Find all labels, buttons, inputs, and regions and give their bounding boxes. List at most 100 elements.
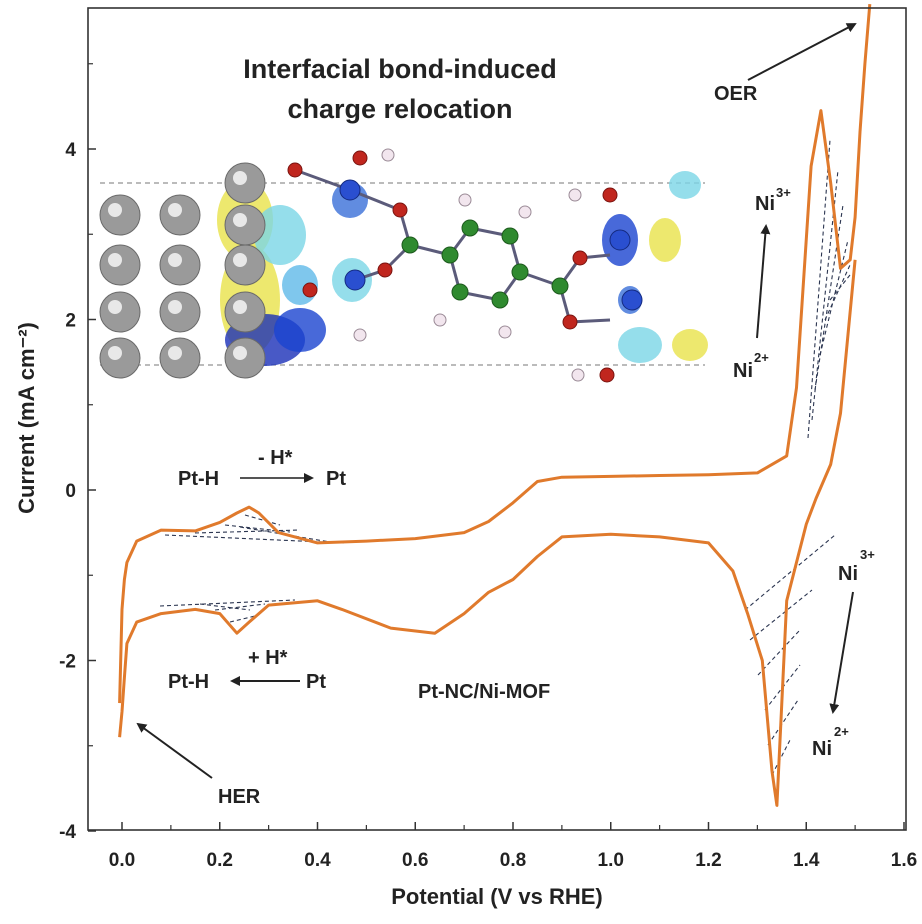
hydrogen-atom: [571, 368, 585, 382]
charge-density-blob: [254, 205, 306, 265]
x-tick-label: 0.6: [402, 850, 428, 871]
x-tick-label: 1.4: [793, 850, 820, 871]
charge-density-blob: [669, 171, 701, 199]
ni-oxidation-hatch: [824, 264, 851, 321]
carbon-atom: [441, 246, 459, 264]
oxygen-atom: [572, 250, 588, 266]
desorption-label: - H*: [258, 447, 293, 469]
y-tick-label: 4: [65, 140, 76, 161]
carbon-atom: [501, 227, 519, 245]
y-tick-label: -4: [59, 822, 76, 843]
x-tick-label: 0.2: [207, 850, 233, 871]
x-tick-label: 0.8: [500, 850, 526, 871]
annotation-arrows: [136, 23, 857, 779]
y-axis-title: Current (mA cm⁻²): [14, 322, 39, 514]
ni-oxidation-hatch: [829, 274, 851, 301]
pt-atom-highlight: [108, 300, 122, 314]
ni-atom: [621, 289, 643, 311]
x-tick-label: 1.6: [891, 850, 917, 871]
pt-atom-highlight: [233, 300, 247, 314]
charge-density-blob: [274, 308, 326, 352]
hydrogen-atom: [518, 205, 532, 219]
ni3-bottom-label: Ni: [838, 563, 858, 585]
ni-atom: [344, 269, 366, 291]
oxygen-atom: [352, 150, 368, 166]
oxygen-atom: [392, 202, 408, 218]
series-line-1: [118, 3, 872, 704]
h-desorption-hatch: [224, 524, 291, 533]
h-adsorption-hatch: [159, 599, 296, 607]
hydrogen-atom: [568, 188, 582, 202]
charge-density-blob: [649, 218, 681, 262]
y-tick-label: 2: [65, 311, 76, 332]
pt-atom-highlight: [233, 171, 247, 185]
hydrogen-atom: [458, 193, 472, 207]
x-axis-title: Potential (V vs RHE): [391, 884, 602, 909]
desorption-from: Pt-H: [178, 468, 219, 490]
ni-reduction-hatch: [767, 699, 799, 746]
x-tick-label: 1.2: [695, 850, 721, 871]
pt-atom: [99, 194, 141, 236]
h-adsorption-hatch: [229, 615, 256, 623]
hydrogen-atom: [353, 328, 367, 342]
ni-oxidation-hatch: [814, 204, 844, 391]
ni-atom: [609, 229, 631, 251]
adsorption-label: + H*: [248, 647, 288, 669]
pt-atom-highlight: [168, 203, 182, 217]
series-line-2: [118, 259, 857, 807]
pt-atom: [224, 291, 266, 333]
ni3-top-sup: 3+: [776, 185, 791, 200]
hydrogen-atom: [381, 148, 395, 162]
ni2-bottom-sup: 2+: [834, 724, 849, 739]
plot-frame: [87, 7, 907, 831]
pt-atom: [99, 337, 141, 379]
carbon-atom: [491, 291, 509, 309]
ni2-top-sup: 2+: [754, 350, 769, 365]
sample-label: Pt-NC/Ni-MOF: [418, 681, 550, 703]
y-tick-label: 0: [65, 481, 76, 502]
x-tick-label: 1.0: [598, 850, 624, 871]
ni-atom: [339, 179, 361, 201]
carbon-atom: [451, 283, 469, 301]
y-tick-label: -2: [59, 652, 76, 673]
x-tick-label: 0.4: [304, 850, 331, 871]
pt-atom: [159, 291, 201, 333]
pt-atom-highlight: [233, 253, 247, 267]
pt-atom-highlight: [168, 300, 182, 314]
pt-atom-highlight: [108, 203, 122, 217]
pt-atom-highlight: [108, 346, 122, 360]
pt-atom-highlight: [168, 346, 182, 360]
carbon-atom: [551, 277, 569, 295]
oxygen-atom: [302, 282, 318, 298]
oer-label: OER: [714, 83, 758, 105]
pt-atom: [159, 337, 201, 379]
pt-atom: [159, 244, 201, 286]
ni-reduction-hatch: [744, 534, 836, 611]
charge-density-blob: [672, 329, 708, 361]
axes-layer: 0.0 0.2 0.4 0.6 0.8 1.0 1.2 1.4 1.6 -4 -2 0 2 4: [59, 63, 917, 871]
desorption-to: Pt: [326, 468, 346, 490]
hydrogen-atom: [498, 325, 512, 339]
h-desorption-hatch: [194, 529, 301, 534]
pt-atom: [224, 204, 266, 246]
pt-atom-highlight: [108, 253, 122, 267]
oxygen-atom: [562, 314, 578, 330]
adsorption-from: Pt: [306, 671, 326, 693]
pt-atom: [224, 244, 266, 286]
pt-atom: [224, 337, 266, 379]
ni2-bottom-label: Ni: [812, 738, 832, 760]
pt-atom: [99, 244, 141, 286]
charge-density-blob: [618, 327, 662, 363]
adsorption-to: Pt-H: [168, 671, 209, 693]
pt-atom-highlight: [233, 213, 247, 227]
h-adsorption-hatch: [214, 603, 266, 611]
oxygen-atom: [599, 367, 615, 383]
ni-oxidation-arrow: [756, 224, 771, 339]
pt-atom: [99, 291, 141, 333]
ni3-top-label: Ni: [755, 193, 775, 215]
h-desorption-hatch: [244, 514, 281, 526]
ni-reduction-hatch: [749, 589, 813, 641]
inset-title-line2: charge relocation: [287, 94, 512, 124]
